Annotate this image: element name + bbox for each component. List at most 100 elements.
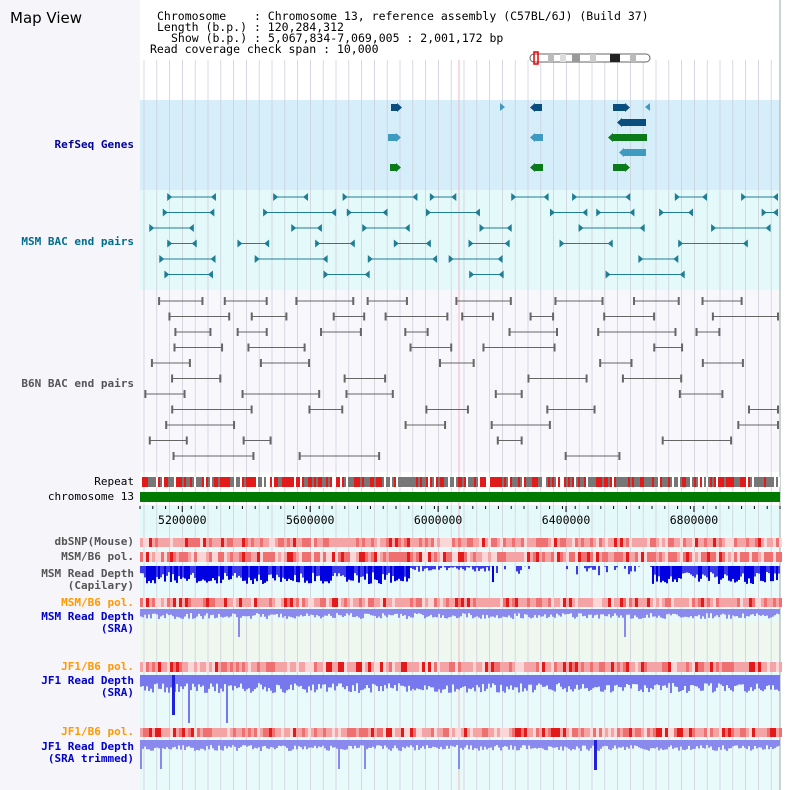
msm-depth-sra-bar xyxy=(764,609,766,617)
msm-depth-capilary-bar xyxy=(196,566,198,583)
jf1-pol-trimmed-track-cell xyxy=(725,728,728,737)
jf1-pol-track-cell xyxy=(629,662,632,672)
msm-pol-sra-track-cell xyxy=(557,598,560,607)
gene-strand-arrow xyxy=(530,103,535,112)
track-label-jf1-depth-trimmed[interactable]: JF1 Read Depth (SRA trimmed) xyxy=(41,740,134,765)
msm-depth-capilary-bar xyxy=(462,566,464,570)
jf1-depth-sra-bar xyxy=(592,675,594,689)
jf1-pol-track-cell xyxy=(650,662,653,672)
dbsnp-track-cell xyxy=(314,538,317,547)
jf1-depth-trimmed-bar xyxy=(568,740,570,749)
jf1-depth-trimmed-bar xyxy=(550,740,552,747)
jf1-depth-sra-bar xyxy=(282,675,284,693)
msm-pol-sra-track-cell xyxy=(704,598,707,607)
repeat-element xyxy=(722,477,724,487)
repeat-element xyxy=(678,477,680,487)
msm-depth-sra-bar xyxy=(682,609,684,618)
track-label-dbsnp[interactable]: dbSNP(Mouse) xyxy=(54,535,134,548)
jf1-depth-sra-bar xyxy=(534,675,536,690)
track-label-jf1-depth-sra[interactable]: JF1 Read Depth (SRA) xyxy=(41,674,134,699)
track-label-refseq[interactable]: RefSeq Genes xyxy=(54,138,134,151)
msm-pol-sra-track-cell xyxy=(263,598,266,607)
dbsnp-track-cell xyxy=(212,538,215,547)
msm-pol-track-cell xyxy=(689,552,692,562)
track-label-msm-depth-capilary[interactable]: MSM Read Depth (Capilary) xyxy=(41,567,134,592)
track-label-jf1-pol[interactable]: JF1/B6 pol. xyxy=(61,660,134,673)
b6n-bac-pair-end xyxy=(494,390,497,398)
jf1-depth-trimmed-bar xyxy=(746,740,748,750)
jf1-depth-trimmed-bar xyxy=(578,740,580,749)
msm-pol-track-cell xyxy=(599,552,602,562)
msm-depth-capilary-bar xyxy=(728,566,730,581)
msm-depth-capilary-bar xyxy=(482,566,484,569)
repeat-element xyxy=(216,477,218,487)
jf1-pol-trimmed-track-cell xyxy=(167,728,170,737)
msm-bac-pair-end xyxy=(291,224,297,232)
msm-depth-sra-bar xyxy=(358,609,360,618)
msm-depth-sra-bar xyxy=(344,609,346,616)
track-label-msm-pol-sra[interactable]: MSM/B6 pol. xyxy=(61,596,134,609)
b6n-bac-pair-end xyxy=(740,297,743,305)
msm-depth-capilary-bar xyxy=(144,566,146,578)
msm-pol-track-cell xyxy=(509,552,512,562)
msm-depth-sra-bar xyxy=(410,609,412,618)
msm-depth-capilary-bar xyxy=(194,566,196,578)
jf1-pol-track-cell xyxy=(698,662,701,672)
msm-pol-track-cell xyxy=(677,552,680,562)
msm-depth-sra-bar xyxy=(454,609,456,617)
msm-pol-track-cell xyxy=(611,552,614,562)
msm-depth-sra-bar xyxy=(314,609,316,618)
jf1-depth-trimmed-bar xyxy=(486,740,488,750)
jf1-depth-sra-bar xyxy=(774,675,776,690)
jf1-depth-sra-bar xyxy=(488,675,490,684)
jf1-depth-sra-bar xyxy=(252,675,254,692)
b6n-bac-pair-end xyxy=(366,297,369,305)
jf1-depth-sra-bar xyxy=(594,675,596,688)
msm-pol-sra-track-cell xyxy=(737,598,740,607)
jf1-depth-sra-bar xyxy=(738,675,740,685)
dbsnp-track-cell xyxy=(647,538,650,547)
jf1-depth-trimmed-bar xyxy=(640,740,642,749)
track-label-msm-bac[interactable]: MSM BAC end pairs xyxy=(21,235,134,248)
msm-depth-capilary-bar xyxy=(686,566,688,573)
dbsnp-track-cell xyxy=(536,538,539,547)
length-value: 120,284,312 xyxy=(267,20,344,34)
dbsnp-track-cell xyxy=(356,538,359,547)
repeat-element xyxy=(254,477,256,487)
jf1-depth-trimmed-bar xyxy=(140,740,142,769)
dbsnp-track-cell xyxy=(722,538,725,547)
msm-pol-sra-track-cell xyxy=(203,598,206,607)
msm-depth-sra-bar xyxy=(460,609,462,617)
track-label-msm-depth-sra[interactable]: MSM Read Depth (SRA) xyxy=(41,610,134,635)
repeat-element xyxy=(694,477,696,487)
repeat-element xyxy=(478,477,480,487)
msm-depth-sra-bar xyxy=(726,609,728,619)
msm-depth-capilary-bar xyxy=(700,566,702,579)
msm-depth-sra-bar xyxy=(716,609,718,616)
msm-bac-pair-end xyxy=(210,255,216,263)
jf1-depth-sra-bar xyxy=(454,675,456,692)
track-label-msm-pol[interactable]: MSM/B6 pol. xyxy=(61,550,134,563)
repeat-element xyxy=(642,477,644,487)
msm-pol-track-cell xyxy=(776,552,779,562)
dbsnp-track-cell xyxy=(413,538,416,547)
track-label-b6n-bac[interactable]: B6N BAC end pairs xyxy=(21,377,134,390)
msm-depth-sra-bar xyxy=(530,609,532,619)
jf1-depth-trimmed-bar xyxy=(570,740,572,751)
jf1-depth-trimmed-bar xyxy=(444,740,446,749)
jf1-pol-track-cell xyxy=(398,662,401,672)
jf1-depth-sra-bar xyxy=(608,675,610,686)
track-label-jf1-pol-trimmed[interactable]: JF1/B6 pol. xyxy=(61,725,134,738)
jf1-depth-sra-bar xyxy=(736,675,738,686)
jf1-depth-sra-bar xyxy=(776,675,778,690)
msm-pol-sra-track-cell xyxy=(305,598,308,607)
dbsnp-track-cell xyxy=(767,538,770,547)
jf1-depth-trimmed-bar xyxy=(460,740,462,748)
dbsnp-track-cell xyxy=(410,538,413,547)
repeat-element xyxy=(420,477,422,487)
jf1-pol-trimmed-track-cell xyxy=(407,728,410,737)
msm-depth-capilary-bar xyxy=(372,566,374,573)
dbsnp-track-cell xyxy=(272,538,275,547)
jf1-depth-trimmed-bar xyxy=(156,740,158,748)
msm-bac-pair-end xyxy=(711,224,717,232)
